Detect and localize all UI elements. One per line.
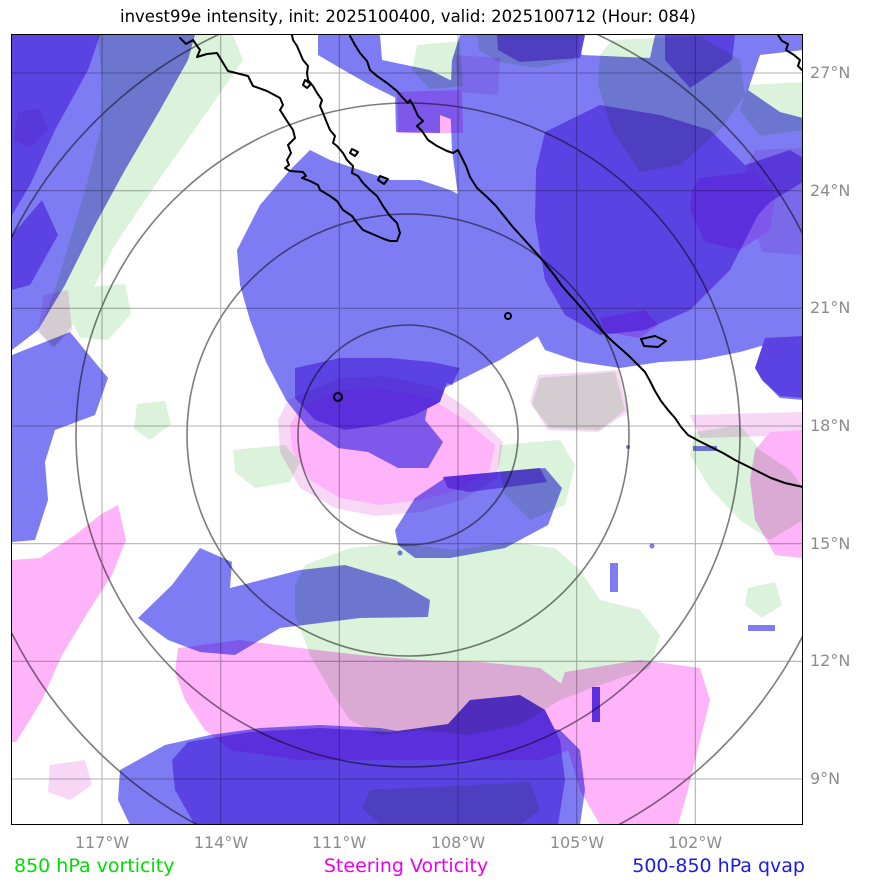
qvap-region-dark bbox=[443, 468, 547, 492]
lon-tick-label: 111°W bbox=[311, 833, 367, 852]
qvap-inner-contours bbox=[12, 35, 803, 825]
steering-region bbox=[12, 505, 126, 742]
vorticity-region bbox=[745, 582, 782, 618]
qvap-region bbox=[748, 625, 775, 631]
lon-tick-label: 102°W bbox=[667, 833, 723, 852]
qvap-layer bbox=[12, 35, 803, 825]
qvap-region bbox=[649, 543, 655, 549]
gulf-of-mexico-coastline bbox=[777, 35, 803, 72]
island-outline bbox=[640, 335, 667, 348]
lat-tick-label: 24°N bbox=[810, 181, 851, 200]
qvap-region-dark bbox=[665, 35, 735, 88]
qvap-region-dark bbox=[172, 695, 565, 825]
qvap-region bbox=[626, 445, 630, 449]
qvap-region-dark bbox=[535, 105, 803, 335]
legend-qvap: 500-850 hPa qvap bbox=[632, 855, 805, 877]
lat-tick-label: 18°N bbox=[810, 416, 851, 435]
qvap-region-dark bbox=[295, 358, 448, 430]
island-outline bbox=[349, 148, 359, 157]
qvap-region-dark bbox=[497, 35, 585, 62]
island-outline bbox=[333, 392, 343, 402]
lat-tick-label: 27°N bbox=[810, 63, 851, 82]
lon-tick-label: 117°W bbox=[74, 833, 130, 852]
qvap-region bbox=[138, 548, 430, 655]
qvap-region-dark bbox=[432, 362, 460, 385]
steering-region bbox=[750, 430, 803, 558]
qvap-region-dark bbox=[755, 336, 803, 398]
qvap-region bbox=[693, 446, 717, 451]
lat-tick-label: 21°N bbox=[810, 298, 851, 317]
lon-tick-label: 114°W bbox=[193, 833, 249, 852]
mainland-mexico-coastline bbox=[349, 35, 803, 488]
island-outline bbox=[302, 79, 312, 89]
island-outline bbox=[504, 312, 512, 320]
steering-region bbox=[530, 370, 628, 432]
map-plot-area bbox=[12, 35, 803, 825]
qvap-region-dark bbox=[592, 687, 600, 722]
qvap-region bbox=[395, 468, 562, 558]
qvap-region-dark bbox=[12, 200, 58, 290]
coastline bbox=[179, 35, 803, 488]
figure-title: invest99e intensity, init: 2025100400, v… bbox=[120, 7, 696, 26]
vorticity-region bbox=[38, 35, 243, 347]
lon-tick-label: 108°W bbox=[430, 833, 486, 852]
baja-california-coastline bbox=[179, 35, 401, 242]
legend-steering-vorticity: Steering Vorticity bbox=[323, 855, 489, 877]
qvap-region-dark bbox=[12, 35, 100, 215]
lat-tick-label: 9°N bbox=[810, 769, 841, 788]
qvap-region bbox=[610, 563, 618, 592]
lat-tick-label: 12°N bbox=[810, 651, 851, 670]
steering-region bbox=[48, 760, 92, 800]
steering-region bbox=[690, 412, 803, 438]
vorticity-region bbox=[134, 401, 171, 440]
vorticity-region bbox=[69, 284, 131, 340]
legend-850-vorticity: 850 hPa vorticity bbox=[14, 855, 175, 877]
qvap-region bbox=[12, 332, 108, 542]
island-outline bbox=[377, 175, 389, 185]
lon-tick-label: 105°W bbox=[549, 833, 605, 852]
qvap-region bbox=[397, 550, 403, 556]
lat-tick-label: 15°N bbox=[810, 534, 851, 553]
